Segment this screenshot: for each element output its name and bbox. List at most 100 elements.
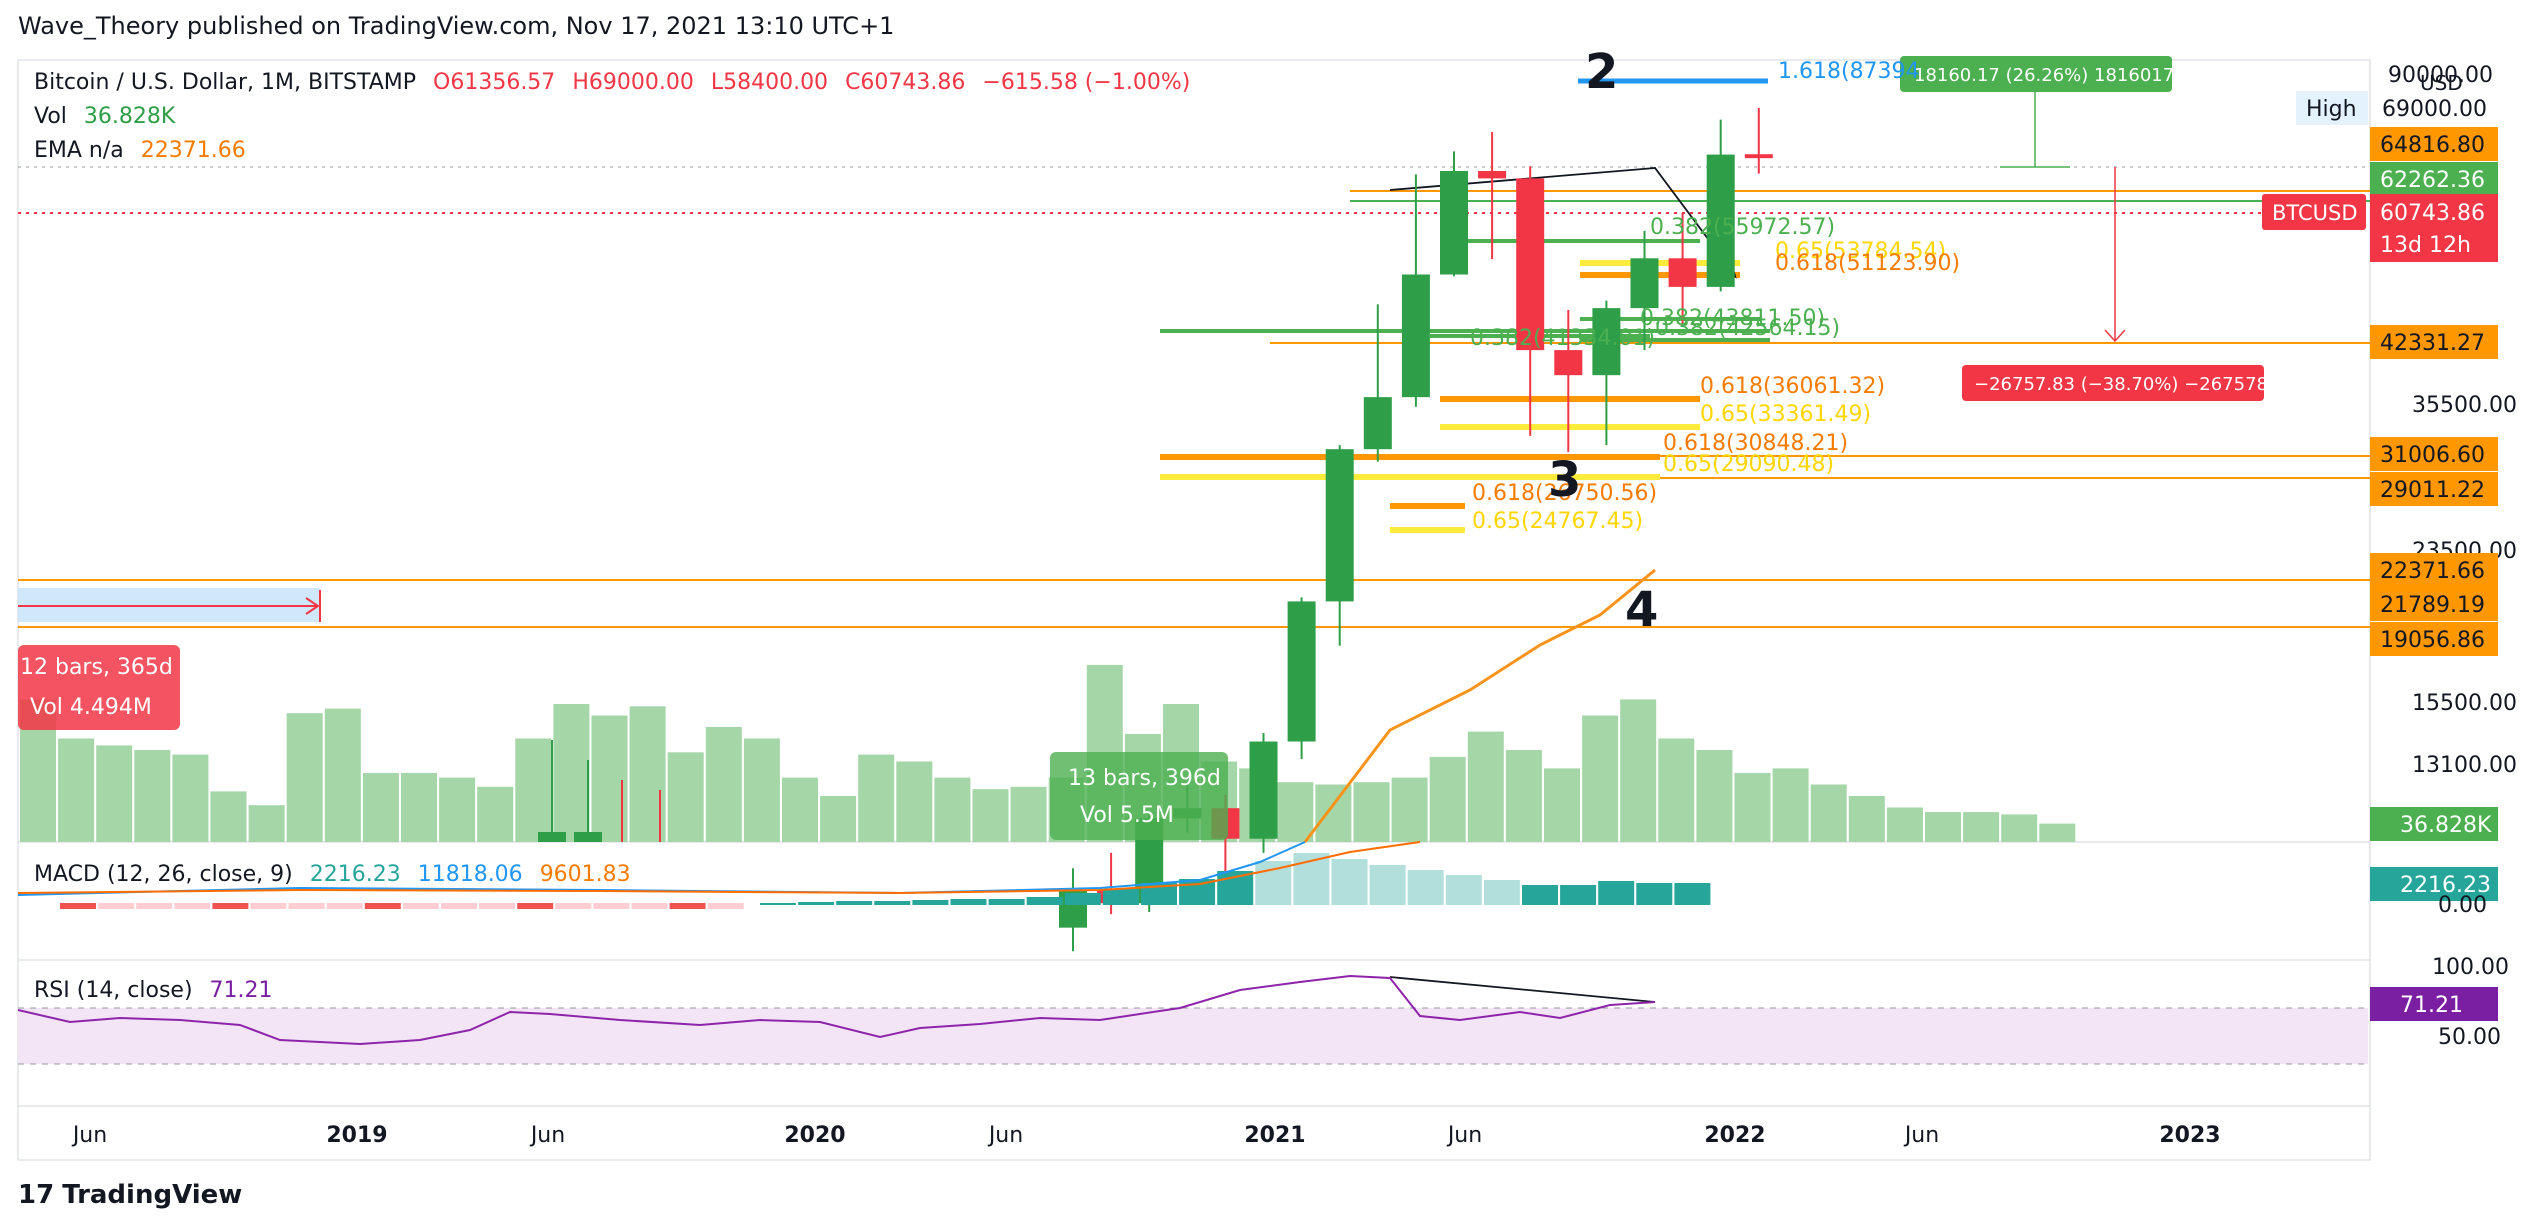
price-label-value: 69000.00 [2382,97,2487,122]
macd-bar [631,903,668,909]
candle-body [1592,308,1621,376]
macd-bar [441,903,477,909]
candle-body [1363,397,1392,450]
volume-bar [1353,782,1390,842]
measure-up-box [1900,56,2172,92]
price-label-box [2370,472,2498,506]
volume-bar [134,750,171,842]
symbol-tag-text: BTCUSD [2272,201,2358,225]
ohlc-low: L58400.00 [710,70,829,95]
time-tick: Jun [1446,1123,1482,1148]
ema-legend[interactable]: EMA n/a 22371.66 [34,138,256,163]
volume-bar [1544,768,1580,842]
macd-bar [950,899,987,905]
ema-label: EMA n/a [34,138,124,163]
candle-body [1630,258,1659,309]
tradingview-footer[interactable]: 𝟭𝟳 TradingView [18,1180,242,1210]
fib-label-42564: 0.382(42564.15) [1655,316,1840,341]
macd-bar [760,903,796,905]
candle-body [1440,170,1468,275]
bars-box-1 [18,645,180,730]
volume-bar [172,754,209,842]
rsi-band [18,1008,2368,1064]
price-tick-15500: 15500.00 [2412,691,2517,716]
fib-label-51123: 0.618(51123.90) [1775,251,1960,276]
volume-bar [1772,768,1809,842]
macd-bar [326,903,363,909]
volume-bar [1277,782,1314,842]
macd-bar [364,903,401,909]
price-labels: High 69000.00 64816.80 62262.36 BTCUSD 60743.… [2262,91,2498,1021]
volume-bar [782,777,818,842]
macd-v2: 11818.06 [417,862,523,887]
volume-bar [439,777,476,842]
macd-v3: 9601.83 [539,862,631,887]
measure-down-head [2104,329,2126,343]
price-label-box [2370,194,2498,262]
price-label-box [2370,437,2498,471]
volume-bar [1963,812,2000,842]
macd-bar [1445,875,1482,905]
time-tick: Jun [1903,1123,1939,1148]
macd-bar [1102,889,1139,905]
macd-bar [912,900,949,905]
fib-label-33361: 0.65(33361.49) [1700,402,1871,427]
currency-label: USD [2420,71,2463,95]
macd-bar [1483,880,1520,905]
tradingview-brand: TradingView [62,1180,243,1210]
high-tag-text: High [2306,97,2357,122]
volume-bar [515,738,552,842]
candle-body [1668,258,1697,287]
macd-bar [1141,883,1177,905]
ohlc-open: O61356.57 [433,70,556,95]
volume-bar [1315,784,1352,842]
macd-bar [1407,870,1444,905]
ohlc-change: −615.58 (−1.00%) [982,70,1191,95]
volume-bar [1696,750,1733,842]
volume-bar [1391,777,1428,842]
rsi-tick-50: 50.00 [2438,1025,2501,1050]
macd-bar [1598,881,1635,905]
time-axis[interactable]: Jun 2019 Jun 2020 Jun 2021 Jun 2022 Jun 2023 [71,1123,2221,1148]
fib-label-43811: 0.382(43811.50) [1640,306,1825,331]
macd-bar [988,899,1025,905]
volume-bar [477,786,514,842]
macd-label: MACD (12, 26, close, 9) [34,862,293,887]
time-tick: Jun [987,1123,1023,1148]
volume-bar [972,789,1009,842]
bars-box-1-vol: Vol 4.494M [30,695,152,720]
macd-bar [98,903,135,909]
volume-bar [248,805,285,842]
rsi-legend[interactable]: RSI (14, close) 71.21 [34,978,283,1003]
volume-bar [934,777,971,842]
volume-bar [1925,812,1961,842]
macd-bar [1636,883,1673,905]
macd-bar [288,903,325,909]
bars-box-2-label: 13 bars, 396d [1068,766,1221,791]
macd-legend[interactable]: MACD (12, 26, close, 9) 2216.23 11818.06… [34,862,641,887]
symbol-name[interactable]: Bitcoin / U.S. Dollar, 1M, BITSTAMP [34,70,417,95]
rsi-label: RSI (14, close) [34,978,193,1003]
price-label-value: 21789.19 [2380,593,2485,618]
volume-legend[interactable]: Vol 36.828K [34,104,185,129]
rsi-value: 71.21 [209,978,273,1003]
macd-bar [402,903,439,909]
price-label-box [2370,807,2498,841]
price-label-value: 62262.36 [2380,168,2485,193]
macd-signal-line [17,841,1421,895]
price-axis[interactable]: 90000.00 35500.00 23500.00 15500.00 1310… [2388,63,2517,1050]
candle-body [1478,170,1507,179]
symbol-legend[interactable]: Bitcoin / U.S. Dollar, 1M, BITSTAMP O613… [34,70,1200,95]
macd-bar [136,903,173,909]
bars-box-2-vol: Vol 5.5M [1080,803,1174,828]
volume-bar [1467,731,1504,842]
early-candles [538,740,661,842]
volume-bar [58,738,95,842]
macd-bar [1522,885,1558,905]
volume-bar [1658,738,1695,842]
countdown-label: 13d 12h [2380,233,2471,258]
volume-bar [96,745,133,842]
volume-bar [1734,773,1771,842]
price-label-value: 71.21 [2400,993,2463,1018]
